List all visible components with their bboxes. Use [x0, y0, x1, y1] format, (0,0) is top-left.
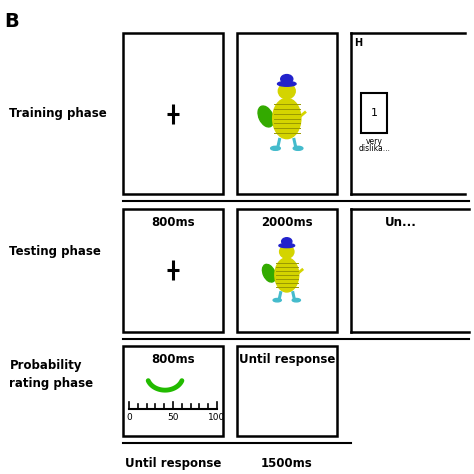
Ellipse shape: [281, 74, 293, 83]
Text: Until response: Until response: [125, 457, 221, 470]
Text: Testing phase: Testing phase: [9, 245, 101, 258]
Text: Until response: Until response: [238, 353, 335, 366]
Bar: [237, 209, 337, 332]
Text: 0: 0: [127, 413, 132, 422]
Text: dislika...: dislika...: [358, 144, 390, 153]
Bar: [237, 346, 337, 436]
Ellipse shape: [258, 106, 273, 127]
Ellipse shape: [280, 245, 294, 258]
Bar: [123, 346, 223, 436]
Ellipse shape: [279, 244, 295, 247]
Bar: [123, 209, 223, 332]
Text: Un...: Un...: [384, 216, 417, 228]
Ellipse shape: [263, 264, 275, 282]
Ellipse shape: [278, 83, 295, 99]
Ellipse shape: [292, 299, 301, 302]
Ellipse shape: [282, 238, 292, 245]
Bar: [237, 33, 337, 194]
Text: 800ms: 800ms: [151, 353, 195, 366]
Ellipse shape: [273, 99, 301, 138]
Ellipse shape: [277, 82, 296, 86]
Bar: [351, 209, 469, 332]
Text: 800ms: 800ms: [151, 216, 195, 228]
Text: 100: 100: [208, 413, 226, 422]
Text: 1500ms: 1500ms: [261, 457, 313, 470]
Text: 50: 50: [167, 413, 179, 422]
Text: H: H: [355, 38, 363, 48]
Bar: [351, 33, 465, 194]
Ellipse shape: [273, 299, 281, 302]
Bar: [123, 33, 223, 194]
Ellipse shape: [271, 146, 280, 150]
Text: B: B: [5, 12, 19, 31]
Ellipse shape: [275, 258, 299, 292]
Text: Training phase: Training phase: [9, 107, 107, 120]
Text: very: very: [366, 137, 383, 146]
Text: 1: 1: [371, 108, 378, 118]
Text: Probability
rating phase: Probability rating phase: [9, 359, 93, 390]
Bar: [361, 93, 387, 133]
Ellipse shape: [293, 146, 303, 150]
Text: 2000ms: 2000ms: [261, 216, 312, 228]
